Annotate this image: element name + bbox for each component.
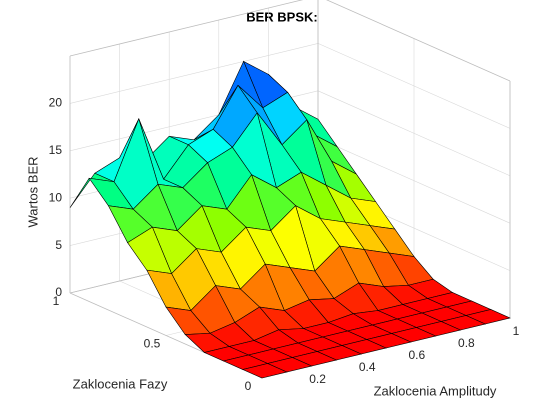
y-tick-label: 0 [245, 379, 252, 393]
z-tick-label: 20 [49, 96, 63, 110]
y-tick-label: 1 [53, 294, 60, 308]
z-tick-label: 0 [55, 285, 62, 299]
y-tick-label: 0.5 [144, 337, 161, 351]
x-tick-label: 0.6 [408, 348, 425, 362]
z-tick-label: 5 [55, 238, 62, 252]
z-axis-label: Wartos BER [25, 156, 40, 227]
x-tick-label: 1 [513, 324, 520, 338]
grid-line [317, 137, 511, 224]
z-tick-label: 15 [49, 143, 63, 157]
chart-title: BER BPSK: [246, 9, 318, 24]
z-tick-label: 10 [49, 190, 63, 204]
x-axis-label: Zaklocenia Amplitudy [374, 383, 497, 398]
grid-line [317, 90, 511, 177]
x-tick-label: 0.2 [309, 372, 326, 386]
surface-face [241, 363, 288, 379]
x-tick-label: 0.4 [359, 360, 376, 374]
grid-line [317, 43, 511, 129]
axis-line [69, 0, 304, 57]
y-axis-label: Zaklocenia Fazy [73, 376, 168, 391]
axis-line [326, 0, 511, 82]
x-tick-label: 0.8 [458, 336, 475, 350]
grid-line [69, 43, 319, 104]
